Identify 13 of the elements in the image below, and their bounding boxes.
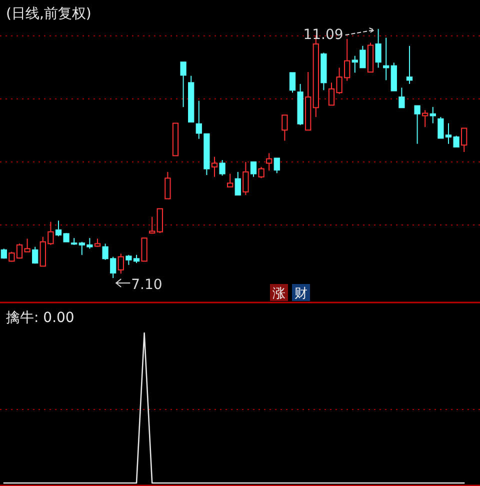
candlestick (375, 28, 382, 68)
candlestick (196, 100, 202, 140)
text: 财 (294, 286, 308, 302)
candlestick (266, 152, 272, 172)
chart-title: (日线,前复权) (6, 6, 92, 22)
candlestick (94, 238, 101, 247)
candlestick (406, 45, 413, 84)
candlestick (430, 106, 436, 124)
annotation: 7.10 (131, 277, 162, 293)
text: 涨 (272, 286, 286, 302)
annotation: 11.09 (303, 27, 344, 43)
chart-title: 擒牛: 0.00 (6, 310, 74, 326)
candlestick (383, 37, 390, 81)
